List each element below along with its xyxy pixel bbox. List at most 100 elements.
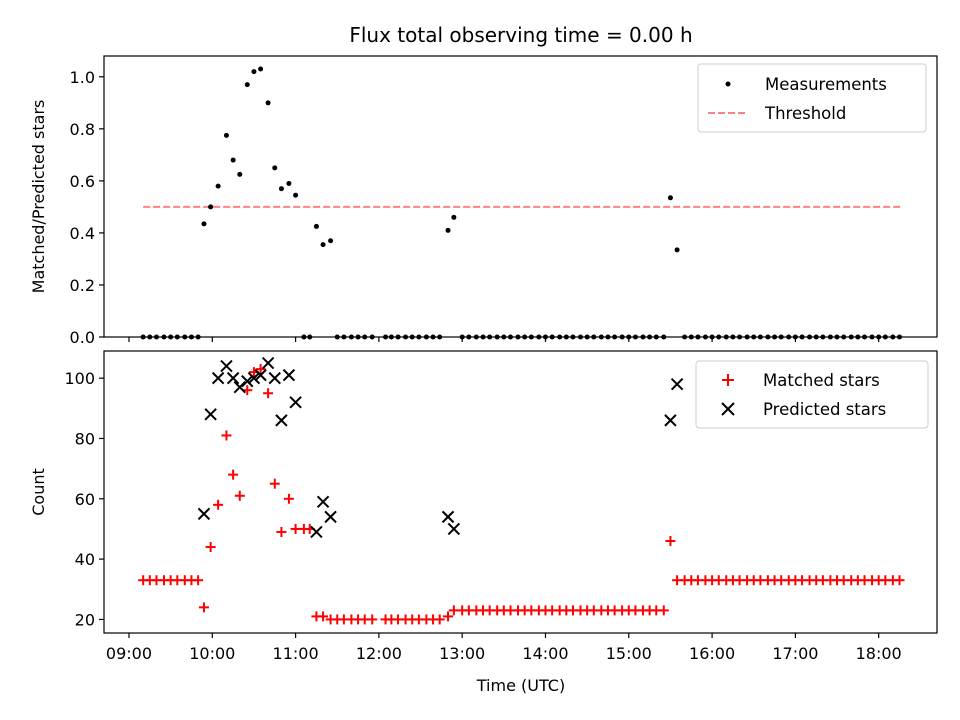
- ratio-panel-y-ticks: 0.0 0.2 0.4 0.6 0.8 1.0: [70, 68, 104, 347]
- point-measurements: [445, 227, 451, 233]
- point-matched-stars: [205, 542, 216, 553]
- point-measurements: [201, 221, 207, 227]
- x-tick-label: 16:00: [689, 644, 735, 663]
- point-matched-stars: [263, 388, 274, 399]
- x-tick-label: 12:00: [356, 644, 402, 663]
- legend-label-matched-stars: Matched stars: [763, 371, 880, 390]
- point-matched-stars: [665, 536, 676, 547]
- point-matched-stars: [894, 575, 905, 586]
- legend-marker-measurements: [725, 81, 731, 87]
- point-measurements: [286, 180, 292, 186]
- ratio-panel-legend: Measurements Threshold: [697, 63, 927, 133]
- x-tick-label: 09:00: [106, 644, 152, 663]
- y-tick-label: 60: [75, 490, 95, 509]
- point-measurements: [223, 132, 229, 138]
- point-matched-stars: [269, 478, 280, 489]
- ratio-panel-x-ticks: [128, 337, 880, 342]
- x-tick-label: 13:00: [439, 644, 485, 663]
- legend-label-predicted-stars: Predicted stars: [763, 400, 886, 419]
- point-measurements: [230, 157, 236, 163]
- point-predicted-stars: [275, 414, 288, 427]
- point-predicted-stars: [247, 371, 261, 385]
- point-measurements: [278, 186, 284, 192]
- point-matched-stars: [283, 493, 294, 504]
- x-tick-label: 14:00: [522, 644, 568, 663]
- point-matched-stars: [228, 469, 239, 480]
- point-measurements: [328, 238, 334, 244]
- point-measurements: [244, 82, 250, 88]
- ratio-panel-frame: [103, 55, 938, 338]
- point-measurements: [237, 171, 243, 177]
- point-predicted-stars: [289, 396, 302, 409]
- point-measurements: [272, 165, 278, 171]
- point-matched-stars: [213, 499, 224, 510]
- x-tick-label: 10:00: [189, 644, 235, 663]
- point-measurements: [320, 242, 326, 248]
- point-measurements: [674, 247, 680, 253]
- ratio-panel-y-label: Matched/Predicted stars: [29, 100, 48, 294]
- point-measurements: [667, 195, 673, 201]
- point-predicted-stars: [441, 510, 455, 524]
- point-measurements: [215, 183, 221, 189]
- y-tick-label: 1.0: [70, 68, 95, 87]
- ratio-panel-marks: [140, 66, 903, 340]
- x-tick-label: 17:00: [772, 644, 818, 663]
- point-matched-stars: [367, 614, 378, 625]
- legend-marker-matched-stars: [722, 374, 734, 386]
- point-matched-stars: [198, 602, 209, 613]
- ratio-panel: 0.0 0.2 0.4 0.6 0.8 1.0 Matched/Predicted sta…: [29, 55, 938, 347]
- point-predicted-stars: [282, 368, 296, 382]
- point-predicted-stars: [670, 377, 684, 391]
- point-predicted-stars: [261, 356, 275, 370]
- y-tick-label: 0.2: [70, 276, 95, 295]
- x-tick-label: 15:00: [606, 644, 652, 663]
- point-matched-stars: [658, 605, 669, 616]
- point-matched-stars: [193, 575, 204, 586]
- legend-marker-predicted-stars: [721, 402, 735, 416]
- legend-frame: [697, 63, 927, 133]
- point-measurements: [451, 214, 457, 220]
- point-predicted-stars: [324, 510, 337, 524]
- count-panel-y-label: Count: [29, 468, 48, 516]
- count-panel-frame: [103, 350, 938, 634]
- point-matched-stars: [276, 526, 287, 537]
- point-predicted-stars: [310, 525, 323, 539]
- y-tick-label: 80: [75, 429, 95, 448]
- point-matched-stars: [318, 611, 329, 622]
- point-matched-stars: [434, 614, 445, 625]
- point-predicted-stars: [211, 371, 225, 385]
- point-predicted-stars: [447, 522, 461, 536]
- y-tick-label: 0.0: [70, 328, 95, 347]
- point-predicted-stars: [204, 408, 217, 421]
- point-measurements: [251, 69, 257, 75]
- x-axis-label: Time (UTC): [476, 676, 565, 695]
- y-tick-label: 100: [64, 369, 95, 388]
- point-predicted-stars: [254, 368, 267, 382]
- point-predicted-stars: [316, 495, 330, 509]
- legend-label-threshold: Threshold: [764, 104, 846, 123]
- point-measurements: [293, 192, 299, 198]
- point-measurements: [258, 66, 264, 72]
- point-matched-stars: [255, 364, 266, 375]
- point-predicted-stars: [268, 371, 281, 385]
- point-matched-stars: [221, 430, 232, 441]
- y-tick-label: 0.6: [70, 172, 95, 191]
- chart-title: Flux total observing time = 0.00 h: [349, 23, 692, 47]
- point-measurements: [313, 223, 319, 229]
- y-tick-label: 0.4: [70, 224, 95, 243]
- point-predicted-stars: [226, 371, 240, 385]
- count-panel: 20 40 60 80 100 09:00 10:00 11:00 12:00 13:00 14:…: [29, 350, 938, 695]
- y-tick-label: 0.8: [70, 120, 95, 139]
- point-matched-stars: [443, 611, 454, 622]
- y-tick-label: 40: [75, 550, 95, 569]
- point-matched-stars: [234, 490, 245, 501]
- point-predicted-stars: [664, 414, 677, 427]
- legend-label-measurements: Measurements: [765, 75, 887, 94]
- point-predicted-stars: [197, 507, 211, 521]
- point-predicted-stars: [241, 374, 254, 388]
- y-tick-label: 20: [75, 610, 95, 629]
- point-predicted-stars: [220, 359, 233, 373]
- legend-frame: [695, 360, 929, 429]
- count-panel-marks: [138, 356, 905, 625]
